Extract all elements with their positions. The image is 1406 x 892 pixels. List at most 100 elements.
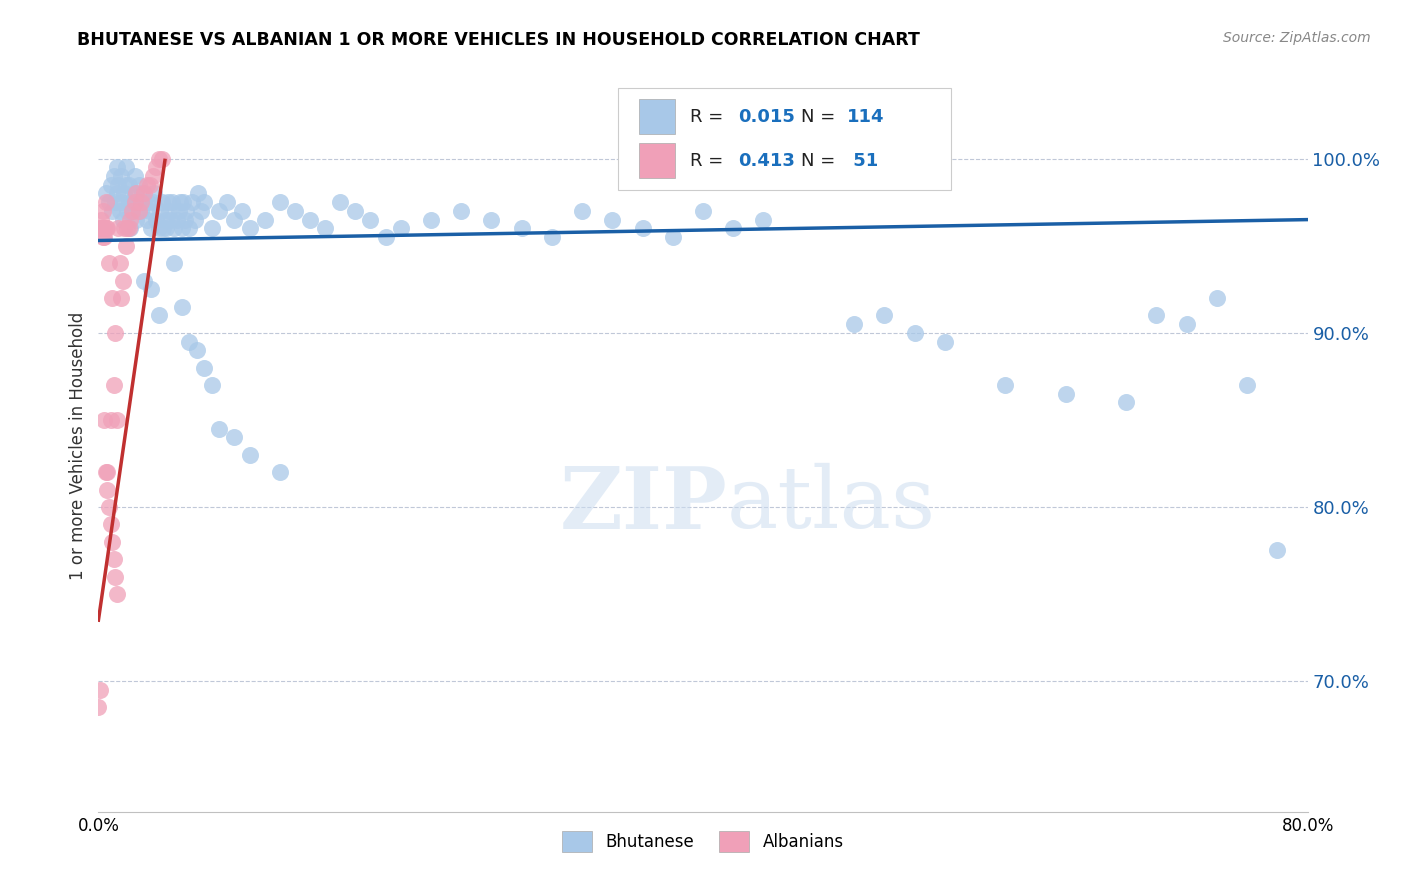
Point <box>108 203 131 218</box>
Point <box>100 413 122 427</box>
Point <box>187 186 209 201</box>
Point <box>159 203 181 218</box>
Text: 0.413: 0.413 <box>738 152 794 169</box>
Point <box>752 212 775 227</box>
Point <box>101 203 124 218</box>
Point <box>224 430 246 444</box>
Point <box>124 195 146 210</box>
Point <box>692 203 714 218</box>
FancyBboxPatch shape <box>638 143 675 178</box>
Point <box>374 230 396 244</box>
Point <box>118 221 141 235</box>
Point <box>873 309 896 323</box>
Point <box>141 221 163 235</box>
Point <box>269 195 291 210</box>
Point <box>344 203 367 218</box>
Point <box>94 221 117 235</box>
Point <box>156 195 179 210</box>
Text: N =: N = <box>801 152 841 169</box>
Point <box>163 256 186 270</box>
Point <box>723 221 745 235</box>
Point <box>105 161 128 175</box>
Point <box>114 178 136 192</box>
Point <box>132 274 155 288</box>
Point <box>360 212 382 227</box>
Point <box>150 152 173 166</box>
Point <box>114 238 136 252</box>
Point <box>98 256 121 270</box>
Text: 114: 114 <box>846 108 884 126</box>
Point <box>128 178 150 192</box>
Point <box>91 221 114 235</box>
Point <box>89 682 111 697</box>
Point <box>98 500 121 514</box>
Point <box>100 178 122 192</box>
Point <box>179 221 201 235</box>
Y-axis label: 1 or more Vehicles in Household: 1 or more Vehicles in Household <box>69 312 87 580</box>
Point <box>172 195 194 210</box>
Point <box>170 300 193 314</box>
Point <box>93 413 115 427</box>
Point <box>420 212 443 227</box>
Point <box>1054 386 1077 401</box>
Point <box>114 161 136 175</box>
Point <box>104 326 127 340</box>
Point <box>111 274 134 288</box>
Point <box>239 221 262 235</box>
Point <box>94 195 117 210</box>
Point <box>135 212 157 227</box>
Point <box>110 169 132 183</box>
Point <box>103 552 125 566</box>
Point <box>571 203 593 218</box>
Point <box>135 178 157 192</box>
Point <box>128 203 150 218</box>
Point <box>127 195 149 210</box>
Point <box>100 517 122 532</box>
Point <box>155 212 177 227</box>
Text: R =: R = <box>690 108 728 126</box>
Point <box>118 178 141 192</box>
Point <box>145 212 167 227</box>
Point <box>314 221 336 235</box>
Point <box>132 195 155 210</box>
Text: ZIP: ZIP <box>560 463 727 547</box>
Point <box>90 221 112 235</box>
Point <box>160 212 183 227</box>
Point <box>90 221 112 235</box>
Point <box>129 195 152 210</box>
Point <box>162 195 184 210</box>
Point <box>120 221 142 235</box>
Point <box>96 465 118 479</box>
Point <box>904 326 927 340</box>
Point <box>121 203 143 218</box>
Point <box>201 221 224 235</box>
Point <box>510 221 533 235</box>
Point <box>89 221 111 235</box>
Point <box>150 195 173 210</box>
Point <box>104 195 127 210</box>
Point <box>136 195 159 210</box>
Point <box>231 203 253 218</box>
Text: R =: R = <box>690 152 728 169</box>
Point <box>661 230 683 244</box>
Point <box>104 569 127 583</box>
Text: 51: 51 <box>846 152 879 169</box>
Point <box>1267 543 1289 558</box>
Point <box>631 221 654 235</box>
Point <box>94 186 117 201</box>
Point <box>253 212 276 227</box>
Point <box>122 203 145 218</box>
Point <box>239 448 262 462</box>
Point <box>193 195 215 210</box>
Point <box>142 195 165 210</box>
Point <box>994 378 1017 392</box>
Point <box>118 195 141 210</box>
Legend: Bhutanese, Albanians: Bhutanese, Albanians <box>555 824 851 858</box>
Point <box>131 186 153 201</box>
Point <box>139 203 162 218</box>
FancyBboxPatch shape <box>638 99 675 135</box>
Point <box>125 212 148 227</box>
Point <box>149 203 172 218</box>
Point <box>101 534 124 549</box>
Point <box>184 212 207 227</box>
